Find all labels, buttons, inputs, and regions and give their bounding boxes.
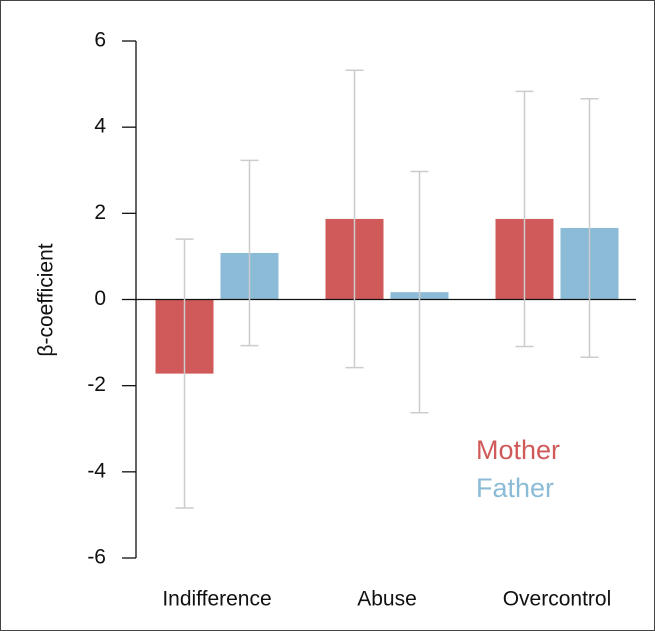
y-tick-label: 4 xyxy=(94,115,106,138)
y-axis-label: β-coefficient xyxy=(35,243,58,356)
y-tick-label: -4 xyxy=(87,459,106,482)
legend-entry: Father xyxy=(476,473,554,503)
y-tick-label: -6 xyxy=(87,546,106,569)
y-tick-label: 2 xyxy=(94,201,106,224)
legend-entry: Mother xyxy=(476,435,560,465)
x-tick-label: Abuse xyxy=(357,588,417,611)
y-tick-label: 0 xyxy=(94,287,106,310)
y-tick-label: 6 xyxy=(94,29,106,52)
y-tick-label: -2 xyxy=(87,373,106,396)
x-tick-label: Indifference xyxy=(162,588,271,611)
x-tick-label: Overcontrol xyxy=(503,588,612,611)
